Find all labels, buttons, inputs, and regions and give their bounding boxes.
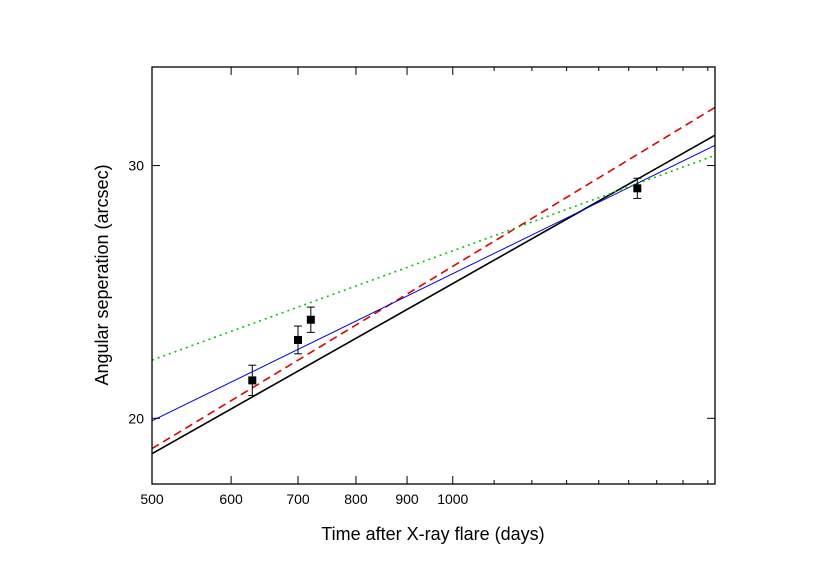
plot-frame	[151, 66, 716, 485]
data-point-3	[306, 306, 315, 333]
x-tick-label: 900	[395, 491, 419, 507]
series-line-2	[152, 106, 715, 450]
series-layer	[152, 106, 715, 455]
data-marker	[294, 335, 303, 344]
x-tick-label: 1000	[437, 491, 468, 507]
x-tick-label: 800	[344, 491, 368, 507]
data-marker	[633, 184, 642, 193]
data-point-4	[633, 177, 642, 199]
data-marker	[306, 315, 315, 324]
data-marker	[248, 376, 257, 385]
x-axis-label: Time after X-ray flare (days)	[321, 524, 544, 544]
y-axis-label: Angular seperation (arcsec)	[92, 164, 112, 385]
series-line-1	[152, 134, 715, 455]
y-tick-label: 20	[128, 410, 144, 426]
series-line-3	[152, 144, 715, 422]
series-line-4	[152, 154, 715, 361]
x-tick-label: 700	[286, 491, 310, 507]
data-point-2	[294, 325, 303, 355]
points-layer	[248, 177, 642, 397]
ticks-layer: 500 600 700 800 900 1000 20 30	[128, 67, 715, 507]
x-tick-label: 600	[219, 491, 243, 507]
data-point-1	[248, 364, 257, 397]
x-tick-label: 500	[140, 491, 164, 507]
y-tick-label: 30	[128, 158, 144, 174]
